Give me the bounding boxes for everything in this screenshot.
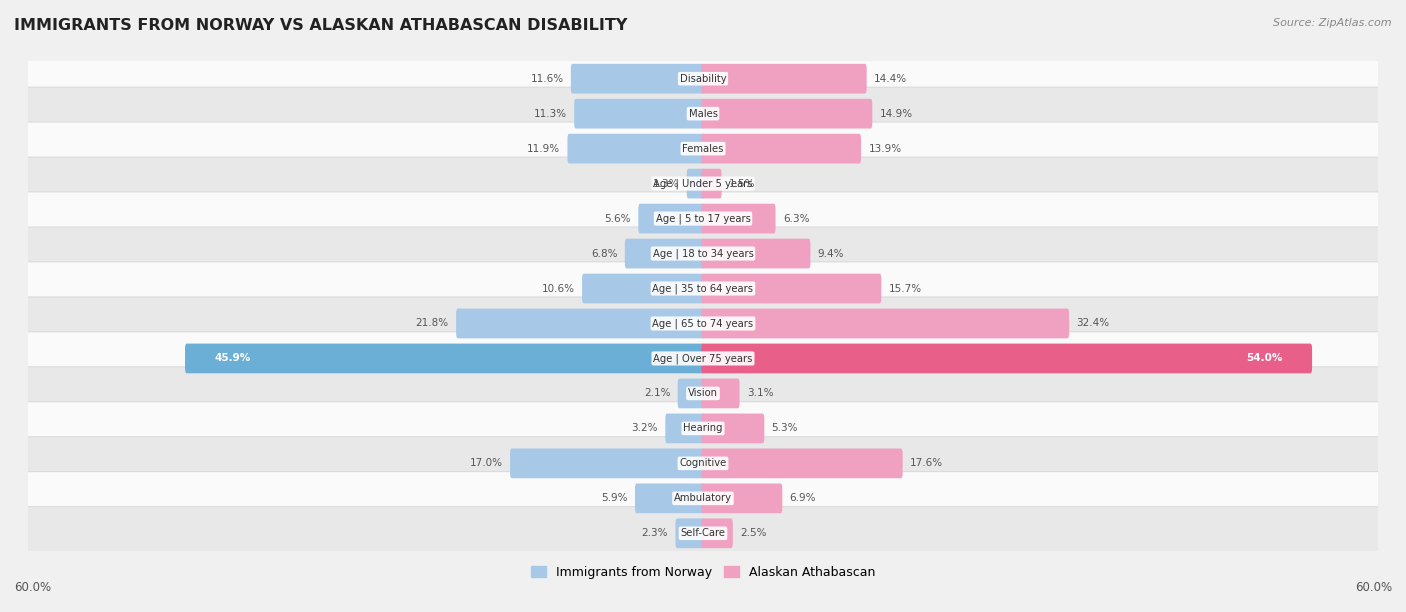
- Text: Age | 35 to 64 years: Age | 35 to 64 years: [652, 283, 754, 294]
- Text: Age | 65 to 74 years: Age | 65 to 74 years: [652, 318, 754, 329]
- Text: 11.6%: 11.6%: [530, 73, 564, 84]
- Text: Source: ZipAtlas.com: Source: ZipAtlas.com: [1274, 18, 1392, 28]
- Text: 11.9%: 11.9%: [527, 144, 560, 154]
- FancyBboxPatch shape: [25, 87, 1381, 140]
- Text: 60.0%: 60.0%: [1355, 581, 1392, 594]
- Text: 17.0%: 17.0%: [470, 458, 503, 468]
- Text: Cognitive: Cognitive: [679, 458, 727, 468]
- Text: 1.3%: 1.3%: [652, 179, 679, 188]
- Text: Age | 5 to 17 years: Age | 5 to 17 years: [655, 214, 751, 224]
- Text: 6.9%: 6.9%: [790, 493, 815, 503]
- FancyBboxPatch shape: [702, 239, 810, 269]
- FancyBboxPatch shape: [25, 52, 1381, 105]
- FancyBboxPatch shape: [25, 402, 1381, 455]
- FancyBboxPatch shape: [702, 483, 782, 513]
- Text: 6.8%: 6.8%: [591, 248, 617, 258]
- Text: Age | Over 75 years: Age | Over 75 years: [654, 353, 752, 364]
- FancyBboxPatch shape: [25, 472, 1381, 525]
- FancyBboxPatch shape: [25, 192, 1381, 245]
- Text: 17.6%: 17.6%: [910, 458, 943, 468]
- FancyBboxPatch shape: [25, 227, 1381, 280]
- FancyBboxPatch shape: [25, 122, 1381, 175]
- FancyBboxPatch shape: [25, 507, 1381, 560]
- FancyBboxPatch shape: [25, 367, 1381, 420]
- Text: 2.5%: 2.5%: [740, 528, 766, 539]
- FancyBboxPatch shape: [25, 332, 1381, 385]
- Text: Ambulatory: Ambulatory: [673, 493, 733, 503]
- Text: 14.9%: 14.9%: [880, 109, 912, 119]
- FancyBboxPatch shape: [638, 204, 704, 233]
- Text: 54.0%: 54.0%: [1246, 354, 1282, 364]
- FancyBboxPatch shape: [25, 437, 1381, 490]
- Text: 2.1%: 2.1%: [644, 389, 671, 398]
- Text: 9.4%: 9.4%: [818, 248, 844, 258]
- Text: 15.7%: 15.7%: [889, 283, 922, 294]
- FancyBboxPatch shape: [702, 343, 1312, 373]
- Text: Disability: Disability: [679, 73, 727, 84]
- FancyBboxPatch shape: [571, 64, 704, 94]
- Text: Age | Under 5 years: Age | Under 5 years: [654, 178, 752, 189]
- FancyBboxPatch shape: [702, 169, 721, 198]
- FancyBboxPatch shape: [665, 414, 704, 443]
- FancyBboxPatch shape: [702, 414, 765, 443]
- FancyBboxPatch shape: [702, 449, 903, 478]
- FancyBboxPatch shape: [568, 134, 704, 163]
- Text: 13.9%: 13.9%: [869, 144, 901, 154]
- FancyBboxPatch shape: [702, 518, 733, 548]
- Text: 45.9%: 45.9%: [215, 354, 252, 364]
- Text: 3.2%: 3.2%: [631, 424, 658, 433]
- FancyBboxPatch shape: [702, 134, 860, 163]
- Text: Males: Males: [689, 109, 717, 119]
- Text: Females: Females: [682, 144, 724, 154]
- Text: 1.5%: 1.5%: [728, 179, 755, 188]
- FancyBboxPatch shape: [624, 239, 704, 269]
- Text: 3.1%: 3.1%: [747, 389, 773, 398]
- FancyBboxPatch shape: [702, 64, 866, 94]
- Text: 5.6%: 5.6%: [605, 214, 631, 223]
- FancyBboxPatch shape: [25, 157, 1381, 210]
- FancyBboxPatch shape: [636, 483, 704, 513]
- FancyBboxPatch shape: [686, 169, 704, 198]
- Text: 14.4%: 14.4%: [875, 73, 907, 84]
- FancyBboxPatch shape: [25, 262, 1381, 315]
- Text: 2.3%: 2.3%: [641, 528, 668, 539]
- FancyBboxPatch shape: [186, 343, 704, 373]
- Text: 32.4%: 32.4%: [1077, 318, 1109, 329]
- FancyBboxPatch shape: [702, 99, 872, 129]
- Text: 11.3%: 11.3%: [534, 109, 567, 119]
- Text: 6.3%: 6.3%: [783, 214, 810, 223]
- FancyBboxPatch shape: [582, 274, 704, 304]
- FancyBboxPatch shape: [25, 297, 1381, 350]
- Text: Age | 18 to 34 years: Age | 18 to 34 years: [652, 248, 754, 259]
- FancyBboxPatch shape: [574, 99, 704, 129]
- FancyBboxPatch shape: [702, 308, 1069, 338]
- Text: Vision: Vision: [688, 389, 718, 398]
- Text: 21.8%: 21.8%: [416, 318, 449, 329]
- Text: IMMIGRANTS FROM NORWAY VS ALASKAN ATHABASCAN DISABILITY: IMMIGRANTS FROM NORWAY VS ALASKAN ATHABA…: [14, 18, 627, 34]
- Text: Self-Care: Self-Care: [681, 528, 725, 539]
- FancyBboxPatch shape: [702, 379, 740, 408]
- Legend: Immigrants from Norway, Alaskan Athabascan: Immigrants from Norway, Alaskan Athabasc…: [526, 561, 880, 584]
- FancyBboxPatch shape: [702, 204, 776, 233]
- FancyBboxPatch shape: [675, 518, 704, 548]
- Text: 5.3%: 5.3%: [772, 424, 799, 433]
- FancyBboxPatch shape: [702, 274, 882, 304]
- Text: Hearing: Hearing: [683, 424, 723, 433]
- Text: 10.6%: 10.6%: [541, 283, 575, 294]
- FancyBboxPatch shape: [510, 449, 704, 478]
- Text: 5.9%: 5.9%: [602, 493, 627, 503]
- Text: 60.0%: 60.0%: [14, 581, 51, 594]
- FancyBboxPatch shape: [678, 379, 704, 408]
- FancyBboxPatch shape: [456, 308, 704, 338]
